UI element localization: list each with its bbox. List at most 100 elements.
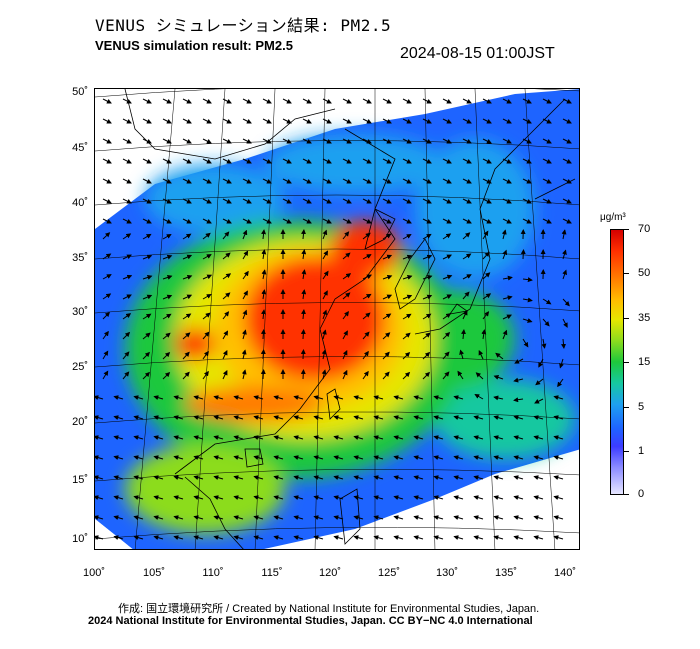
wind-arrow	[102, 253, 112, 260]
wind-arrow	[553, 455, 564, 461]
wind-arrow	[202, 158, 212, 164]
wind-arrow	[253, 475, 264, 481]
wind-arrow	[522, 158, 532, 164]
wind-arrow	[260, 349, 266, 360]
wind-arrow	[561, 229, 567, 240]
wind-arrow	[182, 332, 191, 340]
wind-arrow	[133, 415, 144, 421]
wind-arrow	[342, 138, 352, 144]
wind-arrow	[382, 198, 392, 204]
wind-arrow	[222, 369, 228, 380]
wind-arrow	[362, 370, 369, 380]
wind-arrow	[242, 158, 252, 164]
wind-arrow	[442, 331, 451, 340]
wind-arrow	[262, 198, 272, 204]
wind-arrow	[162, 294, 173, 300]
wind-arrow	[182, 233, 192, 240]
wind-arrow	[482, 218, 492, 224]
wind-arrow	[362, 118, 372, 124]
wind-arrow	[301, 309, 306, 320]
wind-arrow	[402, 218, 412, 224]
wind-arrow	[262, 158, 272, 164]
wind-arrow	[542, 178, 552, 184]
wind-arrow	[482, 272, 491, 280]
wind-arrow	[562, 198, 572, 204]
wind-arrow	[413, 495, 424, 501]
wind-arrow	[273, 535, 284, 541]
wind-arrow	[162, 198, 172, 204]
wind-arrow	[402, 332, 411, 340]
wind-arrow	[422, 275, 433, 280]
wind-arrow	[562, 318, 568, 328]
wind-arrow	[482, 138, 492, 144]
wind-arrow	[535, 378, 544, 386]
wind-arrow	[162, 138, 172, 144]
pm25-map	[94, 88, 580, 550]
wind-arrow	[302, 138, 312, 144]
wind-arrow	[542, 218, 552, 224]
wind-arrow	[393, 455, 404, 461]
wind-arrow	[193, 495, 204, 501]
wind-arrow	[182, 371, 190, 380]
wind-arrow	[122, 178, 132, 184]
wind-arrow	[222, 98, 232, 104]
wind-arrow	[553, 395, 564, 401]
wind-arrow	[553, 475, 564, 481]
wind-arrow	[402, 158, 412, 164]
wind-arrow	[353, 515, 364, 521]
wind-arrow	[273, 515, 284, 521]
wind-arrow	[302, 118, 312, 124]
wind-arrow	[542, 318, 550, 327]
wind-arrow	[253, 415, 264, 421]
wind-arrow	[433, 455, 444, 461]
wind-arrow	[462, 232, 471, 240]
wind-arrow	[422, 313, 432, 320]
wind-arrow	[362, 293, 372, 300]
wind-arrow	[402, 198, 412, 204]
wind-arrow	[253, 395, 264, 401]
wind-arrow	[193, 475, 204, 481]
wind-arrow	[382, 118, 392, 124]
wind-arrow	[202, 178, 212, 184]
wind-arrow	[182, 118, 192, 124]
wind-arrow	[322, 138, 332, 144]
wind-arrow	[182, 254, 193, 260]
wind-arrow	[142, 275, 153, 280]
wind-arrow	[513, 475, 524, 481]
wind-arrow	[342, 158, 352, 164]
lat-label: 35˚	[72, 252, 88, 264]
wind-arrow	[202, 198, 212, 204]
wind-arrow	[173, 395, 184, 401]
wind-arrow	[242, 178, 252, 184]
wind-arrow	[102, 138, 112, 144]
wind-arrow	[462, 274, 472, 280]
wind-arrow	[513, 495, 524, 501]
wind-arrow	[133, 495, 144, 501]
wind-arrow	[173, 415, 184, 421]
wind-arrow	[501, 229, 507, 240]
wind-arrow	[213, 435, 224, 441]
wind-arrow	[522, 318, 533, 323]
wind-arrow	[122, 138, 132, 144]
wind-arrow	[162, 98, 172, 104]
colorbar-unit: μg/m³	[600, 212, 626, 223]
wind-arrow	[442, 218, 452, 224]
wind-arrow	[473, 435, 484, 441]
wind-arrow	[533, 455, 544, 461]
wind-arrow	[553, 415, 564, 421]
wind-arrow	[413, 455, 424, 461]
wind-arrow	[514, 358, 524, 364]
wind-arrow	[102, 178, 112, 184]
wind-arrow	[453, 495, 464, 501]
wind-arrow	[153, 395, 164, 401]
colorbar-tick	[624, 407, 629, 408]
lon-label: 130˚	[435, 567, 459, 579]
concentration-field	[95, 89, 579, 549]
credit-line: 作成: 国立環境研究所 / Created by National Instit…	[118, 603, 540, 615]
wind-arrow	[502, 158, 512, 164]
wind-arrow	[273, 455, 284, 461]
wind-arrow	[502, 218, 512, 224]
wind-arrow	[459, 349, 465, 360]
wind-arrow	[373, 415, 384, 421]
wind-arrow	[533, 435, 544, 441]
